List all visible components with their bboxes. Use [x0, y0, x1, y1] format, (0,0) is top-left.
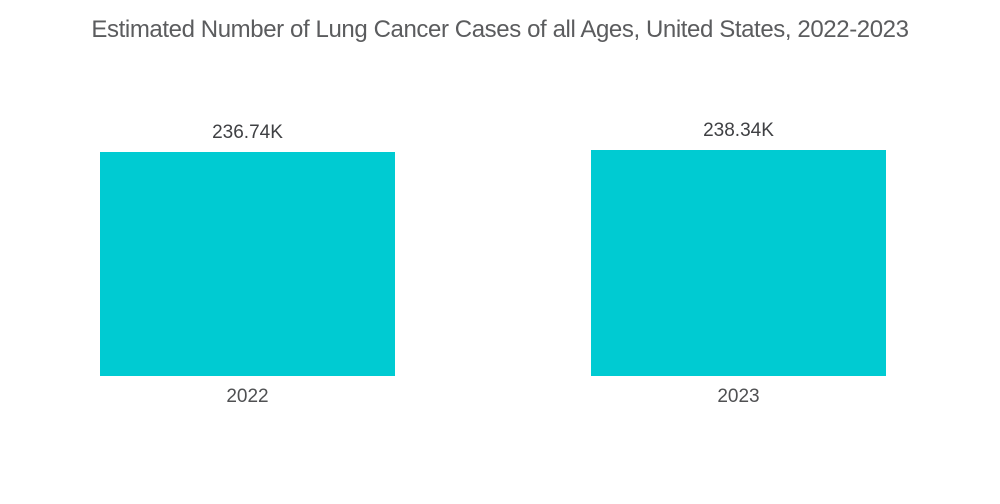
bar-2022[interactable]: [100, 151, 395, 376]
bar-2023[interactable]: [591, 150, 886, 376]
chart-title: Estimated Number of Lung Cancer Cases of…: [91, 16, 909, 43]
category-label-2022: 2022: [226, 386, 269, 407]
bar-group-2023: 238.34K 2023: [591, 100, 886, 504]
bar-value-label-2022: 236.74K: [212, 121, 283, 143]
bar-value-label-2023: 238.34K: [703, 120, 774, 141]
bar-group-2022: 236.74K 2022: [100, 100, 395, 504]
category-label-2023: 2023: [717, 386, 760, 407]
